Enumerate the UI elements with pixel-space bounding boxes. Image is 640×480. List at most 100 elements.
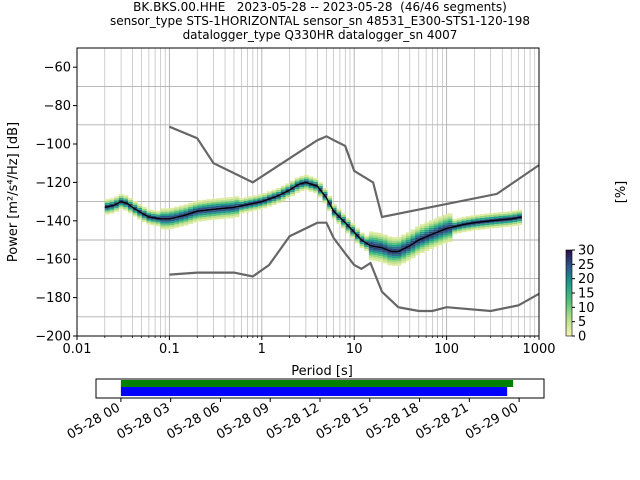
- psd-cell: [424, 233, 430, 236]
- psd-cell: [109, 209, 115, 212]
- psd-cell: [114, 205, 120, 208]
- psd-cell: [507, 224, 513, 227]
- y-tick-label: −100: [35, 138, 71, 153]
- psd-cell: [331, 205, 337, 208]
- psd-cell: [183, 210, 189, 213]
- psd-cell: [257, 198, 263, 201]
- psd-cell: [503, 217, 509, 220]
- psd-cell: [257, 207, 263, 210]
- psd-cell: [118, 203, 124, 206]
- psd-cell: [498, 214, 504, 217]
- psd-cell: [178, 207, 184, 210]
- psd-cell: [350, 236, 356, 239]
- psd-cell: [174, 206, 180, 209]
- psd-cell: [266, 200, 272, 203]
- psd-cell: [290, 186, 296, 189]
- x-axis-label: Period [s]: [291, 364, 353, 379]
- psd-cell: [229, 202, 235, 205]
- psd-cell: [155, 218, 161, 221]
- psd-cell: [401, 261, 407, 264]
- psd-cell: [285, 190, 291, 193]
- psd-cell: [243, 199, 249, 202]
- psd-cell: [104, 204, 110, 207]
- psd-cell: [424, 222, 430, 225]
- psd-cell: [109, 202, 115, 204]
- psd-cell: [382, 236, 388, 239]
- psd-cell: [225, 205, 231, 208]
- psd-cell: [215, 217, 221, 220]
- psd-cell: [178, 209, 184, 212]
- psd-cell: [239, 205, 245, 208]
- psd-cell: [141, 216, 147, 219]
- psd-cell: [114, 198, 120, 201]
- psd-cell: [433, 245, 439, 248]
- psd-cell: [461, 224, 467, 227]
- psd-cell: [359, 244, 365, 247]
- psd-cell: [359, 234, 365, 237]
- psd-cell: [211, 198, 217, 201]
- psd-cell: [424, 245, 430, 248]
- psd-cell: [345, 219, 351, 222]
- psd-cell: [368, 237, 374, 240]
- psd-cell: [294, 185, 300, 188]
- psd-cell: [155, 222, 161, 225]
- psd-cell: [165, 227, 170, 230]
- psd-cell: [327, 195, 333, 198]
- psd-cell: [174, 218, 180, 221]
- psd-cell: [234, 215, 240, 218]
- psd-cell: [364, 247, 370, 249]
- psd-cell: [466, 223, 472, 226]
- psd-cell: [299, 183, 305, 186]
- psd-cell: [229, 214, 235, 217]
- psd-cell: [248, 209, 254, 212]
- psd-cell: [308, 182, 314, 185]
- psd-cell: [433, 241, 439, 244]
- psd-cell: [118, 201, 124, 204]
- psd-cell: [234, 207, 240, 210]
- psd-cell: [331, 213, 337, 216]
- psd-cell: [248, 198, 254, 201]
- psd-cell: [169, 224, 175, 227]
- psd-cell: [419, 241, 425, 244]
- psd-cell: [239, 198, 245, 201]
- psd-cell: [123, 203, 129, 205]
- psd-cell: [336, 212, 342, 215]
- psd-cell: [373, 255, 379, 258]
- psd-cell: [378, 234, 384, 237]
- psd-cell: [248, 207, 254, 210]
- psd-cell: [410, 233, 416, 236]
- psd-cell: [285, 189, 291, 191]
- psd-cell: [266, 202, 272, 205]
- psd-cell: [262, 200, 268, 203]
- psd-cell: [419, 231, 425, 234]
- psd-cell: [480, 214, 485, 217]
- psd-cell: [248, 202, 254, 204]
- psd-cell: [141, 206, 147, 209]
- psd-cell: [127, 199, 133, 202]
- psd-cell: [174, 214, 180, 217]
- psd-cell: [243, 208, 249, 211]
- psd-cell: [392, 248, 397, 251]
- psd-cell: [503, 223, 509, 226]
- psd-cell: [132, 208, 138, 211]
- psd-cell: [183, 223, 189, 226]
- psd-cell: [359, 232, 365, 235]
- psd-cell: [206, 212, 212, 215]
- psd-cell: [257, 196, 263, 199]
- psd-cell: [466, 221, 472, 224]
- psd-cell: [429, 239, 435, 242]
- psd-cell: [424, 247, 430, 250]
- psd-cell: [456, 227, 462, 230]
- psd-cell: [415, 236, 421, 238]
- psd-cell: [354, 237, 360, 240]
- psd-cell: [192, 214, 198, 217]
- psd-cell: [373, 247, 379, 250]
- psd-cell: [489, 224, 495, 227]
- y-tick-label: −120: [35, 176, 71, 191]
- psd-cell: [429, 231, 435, 234]
- psd-cell: [382, 257, 388, 260]
- psd-cell: [419, 224, 425, 227]
- psd-cell: [202, 213, 208, 216]
- psd-cell: [206, 201, 212, 204]
